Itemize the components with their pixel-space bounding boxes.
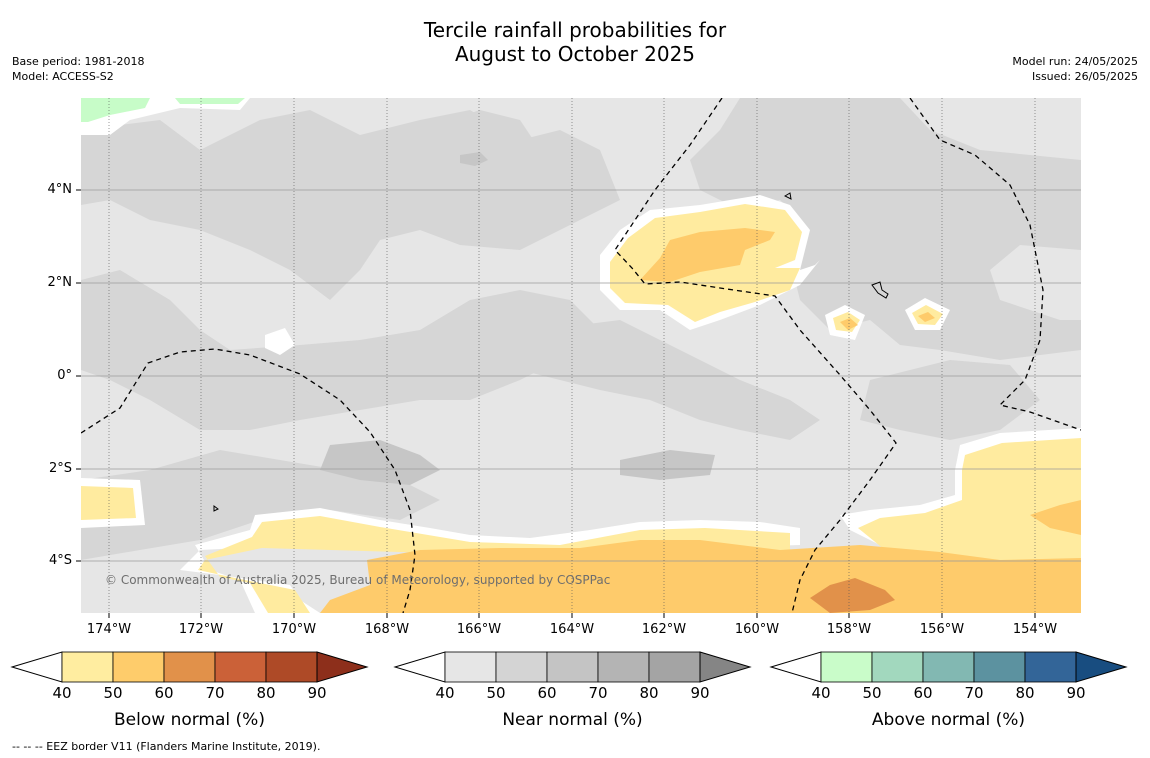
above-tick-90: 90 bbox=[1066, 684, 1086, 702]
lon-label-170w: 170°W bbox=[271, 622, 317, 637]
near-tick-40: 40 bbox=[435, 684, 455, 702]
lon-label-168w: 168°W bbox=[364, 622, 410, 637]
latitude-gridlines bbox=[81, 189, 1081, 562]
map-field bbox=[81, 98, 1081, 613]
lon-label-166w: 166°W bbox=[456, 622, 502, 637]
eez-borders bbox=[81, 98, 1081, 613]
below-tick-40: 40 bbox=[52, 684, 72, 702]
model-run-text: Model run: 24/05/2025 bbox=[1012, 55, 1138, 68]
lat-label-2s: 2°S bbox=[48, 461, 72, 476]
title-line-2: August to October 2025 bbox=[454, 42, 696, 66]
above-normal-40-area-2 bbox=[175, 98, 245, 104]
colorbar-near-min-arrow bbox=[393, 651, 446, 683]
colorbar-above-bin-2 bbox=[871, 651, 924, 683]
near-tick-60: 60 bbox=[537, 684, 557, 702]
lat-tick-marks bbox=[76, 189, 81, 562]
colorbar-above-normal bbox=[769, 651, 1128, 683]
colorbar-above-max-arrow bbox=[1075, 651, 1128, 683]
lon-label-162w: 162°W bbox=[641, 622, 687, 637]
copyright-notice: © Commonwealth of Australia 2025, Bureau… bbox=[105, 573, 611, 587]
colorbar-below-max-arrow bbox=[316, 651, 369, 683]
colorbar-below-bin-4 bbox=[214, 651, 267, 683]
colorbar-above-bin-1 bbox=[820, 651, 873, 683]
colorbar-below-bin-1 bbox=[61, 651, 114, 683]
below-normal-50-areas bbox=[320, 228, 1081, 613]
below-normal-60-area bbox=[810, 578, 895, 613]
lon-tick-marks bbox=[108, 613, 1036, 618]
colorbar-above-min-arrow bbox=[769, 651, 822, 683]
colorbar-near-normal bbox=[393, 651, 752, 683]
near-tick-70: 70 bbox=[588, 684, 608, 702]
issued-text: Issued: 26/05/2025 bbox=[1031, 70, 1138, 83]
lon-label-174w: 174°W bbox=[86, 622, 132, 637]
lon-label-172w: 172°W bbox=[178, 622, 224, 637]
lon-label-154w: 154°W bbox=[1012, 622, 1058, 637]
lat-label-4n: 4°N bbox=[47, 182, 73, 197]
colorbar-near-bin-4 bbox=[597, 651, 650, 683]
near-tick-90: 90 bbox=[690, 684, 710, 702]
model-text: Model: ACCESS-S2 bbox=[12, 70, 114, 83]
lon-label-156w: 156°W bbox=[919, 622, 965, 637]
meta-right: Model run: 24/05/2025 Issued: 26/05/2025 bbox=[1012, 54, 1138, 84]
below-normal-title: Below normal (%) bbox=[114, 710, 265, 730]
title-line-1: Tercile rainfall probabilities for bbox=[423, 18, 727, 42]
colorbar-near-bin-2 bbox=[495, 651, 548, 683]
below-tick-70: 70 bbox=[205, 684, 225, 702]
lat-label-2n: 2°N bbox=[47, 275, 73, 290]
eez-footnote: -- -- -- EEZ border V11 (Flanders Marine… bbox=[12, 740, 321, 753]
colorbar-above-bin-3 bbox=[922, 651, 975, 683]
colorbar-below-bin-5 bbox=[265, 651, 318, 683]
lat-label-0: 0° bbox=[57, 368, 72, 383]
above-tick-80: 80 bbox=[1015, 684, 1035, 702]
lon-label-160w: 160°W bbox=[734, 622, 780, 637]
above-normal-title: Above normal (%) bbox=[871, 710, 1026, 730]
chart-title: Tercile rainfall probabilities for Augus… bbox=[0, 18, 1150, 66]
colorbar-below-bin-2 bbox=[112, 651, 165, 683]
colorbar-below-min-arrow bbox=[10, 651, 63, 683]
below-tick-80: 80 bbox=[256, 684, 276, 702]
meta-left: Base period: 1981-2018 Model: ACCESS-S2 bbox=[12, 54, 144, 84]
base-period-text: Base period: 1981-2018 bbox=[12, 55, 145, 68]
below-tick-60: 60 bbox=[154, 684, 174, 702]
near-tick-50: 50 bbox=[486, 684, 506, 702]
colorbar-above-bin-5 bbox=[1024, 651, 1077, 683]
below-tick-50: 50 bbox=[103, 684, 123, 702]
above-normal-40-area bbox=[81, 98, 150, 122]
below-tick-90: 90 bbox=[307, 684, 327, 702]
colorbar-near-max-arrow bbox=[699, 651, 752, 683]
colorbar-above-bin-4 bbox=[973, 651, 1026, 683]
near-normal-title: Near normal (%) bbox=[502, 710, 643, 730]
near-tick-80: 80 bbox=[639, 684, 659, 702]
above-tick-50: 50 bbox=[862, 684, 882, 702]
colorbar-near-bin-1 bbox=[444, 651, 497, 683]
near-normal-60-areas bbox=[320, 152, 715, 485]
colorbar-below-bin-3 bbox=[163, 651, 216, 683]
above-tick-60: 60 bbox=[913, 684, 933, 702]
colorbar-below-normal bbox=[10, 651, 369, 683]
longitude-gridlines bbox=[108, 98, 1036, 613]
above-tick-70: 70 bbox=[964, 684, 984, 702]
lat-label-4s: 4°S bbox=[48, 553, 72, 568]
colorbar-near-bin-3 bbox=[546, 651, 599, 683]
lon-label-158w: 158°W bbox=[826, 622, 872, 637]
above-tick-40: 40 bbox=[811, 684, 831, 702]
lon-label-164w: 164°W bbox=[549, 622, 595, 637]
colorbar-near-bin-5 bbox=[648, 651, 701, 683]
islands bbox=[213, 192, 889, 512]
